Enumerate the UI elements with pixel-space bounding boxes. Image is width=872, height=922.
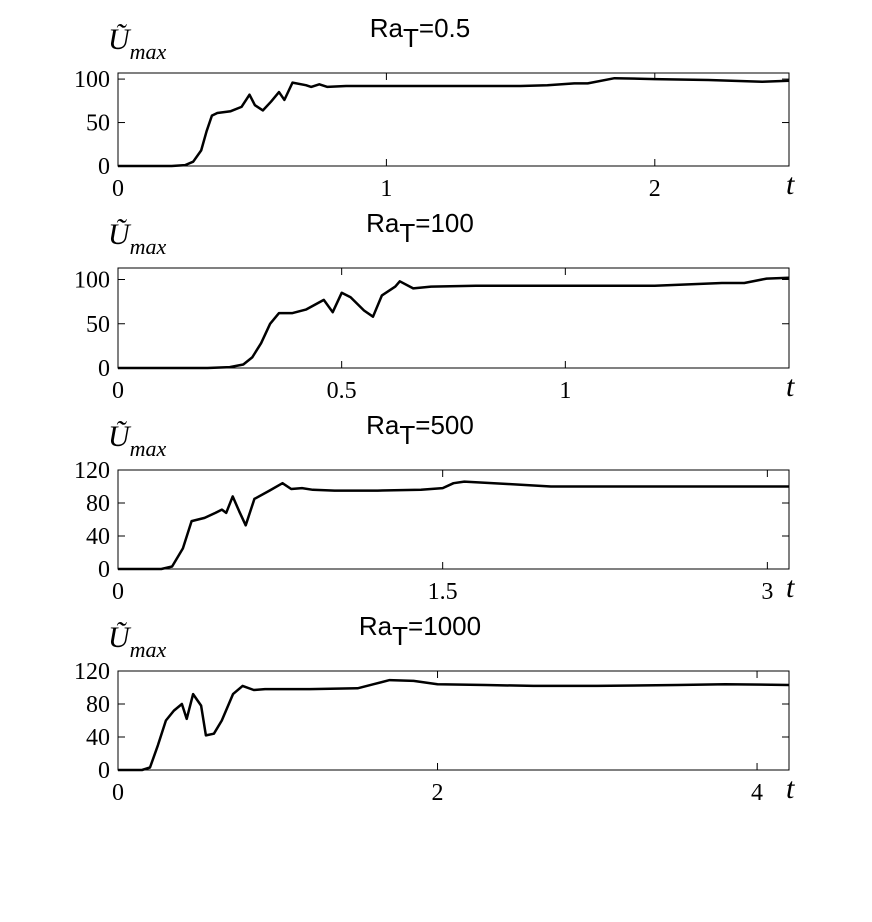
title-rest: =0.5 [419, 13, 470, 43]
title-sub: T [399, 420, 415, 450]
x-tick-label: 0 [112, 579, 124, 605]
y-tick-label: 50 [86, 111, 110, 137]
y-tick-label: 120 [74, 458, 110, 484]
panel-title: RaT=100 [366, 208, 474, 248]
axes-box [117, 469, 790, 570]
data-line [118, 76, 790, 168]
y-axis-label: Ũmax [108, 621, 167, 662]
title-rest: =500 [415, 410, 474, 440]
title-rest: =1000 [408, 611, 481, 641]
x-tick-label: 1 [559, 378, 571, 404]
title-main: Ra [370, 13, 404, 43]
data-line [118, 276, 790, 370]
x-axis-label: t [786, 370, 795, 403]
x-tick-label: 0 [112, 780, 124, 806]
y-tick-label: 80 [86, 491, 110, 517]
y-label-sub: max [130, 436, 167, 461]
y-tick-label: 0 [98, 758, 110, 784]
y-tick-label: 120 [74, 659, 110, 685]
y-tick-label: 0 [98, 557, 110, 583]
axes-box [117, 670, 790, 771]
title-sub: T [403, 23, 419, 53]
y-label-sub: max [130, 234, 167, 259]
x-axis-label: t [786, 168, 795, 201]
x-tick-label: 2 [432, 780, 444, 806]
y-label-sub: max [130, 39, 167, 64]
x-tick-label: 4 [751, 780, 763, 806]
axes-box [117, 72, 790, 167]
x-tick-label: 0 [112, 176, 124, 202]
panel-title: RaT=500 [366, 410, 474, 450]
x-axis-label: t [786, 772, 795, 805]
y-tick-label: 0 [98, 154, 110, 180]
y-label-main: Ũ [108, 23, 132, 56]
x-tick-label: 0 [112, 378, 124, 404]
y-tick-label: 40 [86, 725, 110, 751]
title-rest: =100 [415, 208, 474, 238]
x-tick-label: 1 [380, 176, 392, 202]
y-tick-label: 100 [74, 268, 110, 294]
title-main: Ra [359, 611, 393, 641]
y-tick-label: 80 [86, 692, 110, 718]
x-axis-label: t [786, 571, 795, 604]
axes-box [117, 267, 790, 369]
title-main: Ra [366, 410, 400, 440]
y-label-main: Ũ [108, 218, 132, 251]
panel-title: RaT=0.5 [370, 13, 470, 53]
x-tick-label: 2 [649, 176, 661, 202]
y-label-main: Ũ [108, 621, 132, 654]
y-tick-label: 40 [86, 524, 110, 550]
title-sub: T [399, 218, 415, 248]
y-label-main: Ũ [108, 420, 132, 453]
data-line [118, 678, 790, 772]
title-main: Ra [366, 208, 400, 238]
x-tick-label: 3 [761, 579, 773, 605]
panel-title: RaT=1000 [359, 611, 481, 651]
y-axis-label: Ũmax [108, 23, 167, 64]
y-label-sub: max [130, 637, 167, 662]
title-sub: T [392, 621, 408, 651]
x-tick-label: 1.5 [428, 579, 458, 605]
y-axis-label: Ũmax [108, 218, 167, 259]
x-tick-label: 0.5 [327, 378, 357, 404]
y-tick-label: 0 [98, 356, 110, 382]
y-axis-label: Ũmax [108, 420, 167, 461]
data-line [118, 480, 789, 571]
y-tick-label: 100 [74, 67, 110, 93]
y-tick-label: 50 [86, 312, 110, 338]
